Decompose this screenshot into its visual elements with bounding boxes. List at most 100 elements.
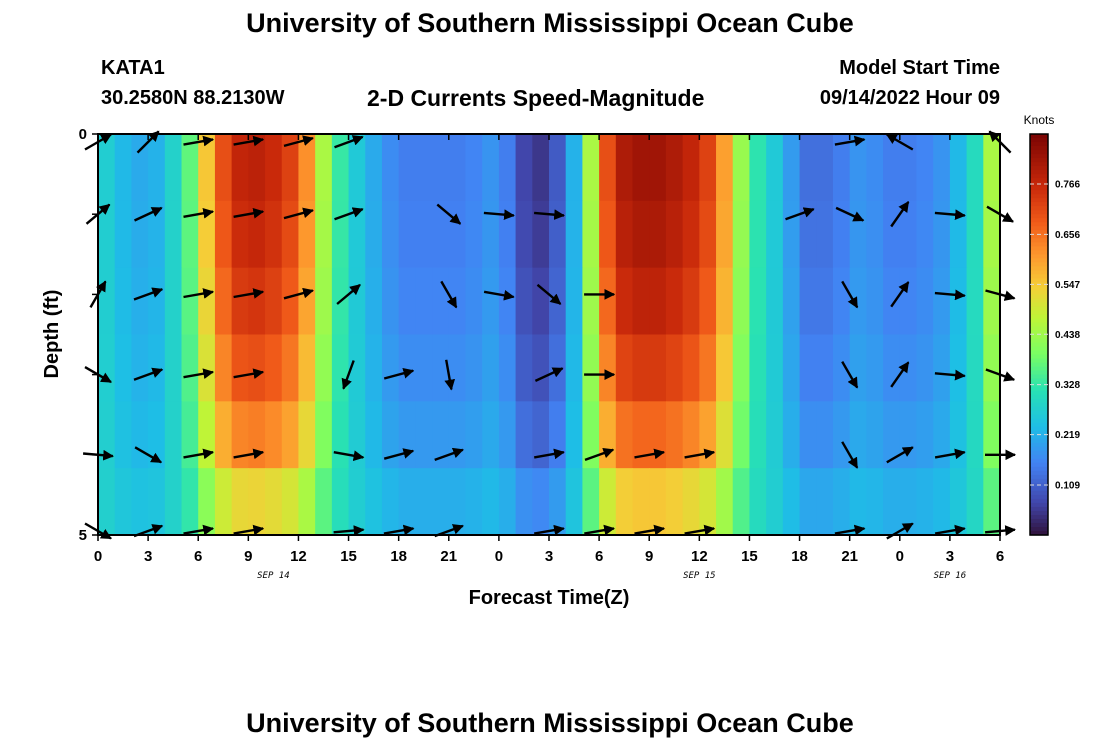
current-vector-arrow: [684, 524, 716, 536]
heatmap-cell: [916, 468, 934, 536]
heatmap-cell: [766, 200, 784, 269]
colorbar-swatch: [1030, 418, 1048, 424]
heatmap-cell: [816, 334, 834, 402]
heatmap-cell: [315, 200, 333, 269]
heatmap-cell: [198, 267, 216, 336]
heatmap-cell: [448, 267, 467, 336]
model-start-time: 09/14/2022 Hour 09: [819, 87, 1000, 109]
colorbar-swatch: [1030, 222, 1048, 227]
colorbar-swatch: [1030, 246, 1048, 251]
heatmap-cell: [632, 200, 650, 269]
colorbar-swatch: [1030, 466, 1048, 472]
heatmap-cell: [398, 334, 416, 402]
heatmap-cell: [899, 134, 918, 202]
colorbar-swatch: [1030, 210, 1048, 215]
colorbar-swatch: [1030, 510, 1048, 516]
heatmap-cell: [148, 200, 166, 269]
current-vector-arrow: [136, 130, 160, 154]
heatmap-cell: [949, 267, 968, 336]
heatmap-cell: [615, 401, 634, 469]
colorbar-tick-label: 0.109: [1055, 481, 1080, 492]
current-vector-arrow: [890, 361, 910, 388]
x-tick-label: 21: [841, 548, 858, 565]
heatmap-cell: [448, 468, 467, 536]
x-tick-label: 3: [946, 548, 954, 565]
heatmap-cell: [214, 334, 233, 402]
heatmap-cell: [565, 468, 583, 536]
heatmap-cell: [649, 334, 667, 402]
heatmap-cell: [966, 200, 984, 269]
heatmap-cell: [699, 401, 717, 469]
heatmap-cell: [198, 134, 216, 202]
heatmap-cell: [749, 468, 767, 536]
model-start-label: Model Start Time: [839, 57, 1000, 79]
heatmap-cell: [665, 401, 684, 469]
colorbar-swatch: [1030, 318, 1048, 324]
heatmap-cell: [131, 468, 149, 536]
heatmap-cell: [549, 468, 567, 536]
heatmap-cell: [532, 401, 550, 469]
current-vector-arrow: [988, 130, 1012, 154]
heatmap-cell: [114, 401, 132, 469]
heatmap-cell: [649, 401, 667, 469]
heatmap-cell: [465, 401, 483, 469]
heatmap-cell: [582, 468, 600, 536]
heatmap-cell: [682, 134, 700, 202]
current-vector-arrow: [834, 524, 866, 536]
x-tick-label: 0: [94, 548, 102, 565]
current-vector-arrow: [383, 524, 415, 536]
heatmap-cell: [983, 200, 1001, 269]
colorbar-swatch: [1030, 322, 1048, 328]
colorbar-swatch: [1030, 238, 1048, 243]
heatmap-cell: [298, 267, 316, 336]
x-tick-label: 3: [545, 548, 553, 565]
heatmap-cell: [265, 468, 283, 536]
heatmap-cell: [365, 267, 383, 336]
current-vector-arrow: [84, 522, 112, 540]
heatmap-cell: [732, 468, 751, 536]
heatmap-cell: [148, 468, 166, 536]
current-vector-arrow: [434, 447, 464, 462]
colorbar-swatch: [1030, 154, 1048, 159]
heatmap-cell: [599, 267, 617, 336]
heatmap-cell: [381, 468, 400, 536]
heatmap-cell: [248, 267, 266, 336]
heatmap-cell: [832, 468, 851, 536]
colorbar-swatch: [1030, 442, 1048, 448]
heatmap-cell: [365, 401, 383, 469]
heatmap-cell: [899, 200, 918, 269]
heatmap-cell: [265, 267, 283, 336]
heatmap-cell: [983, 468, 1001, 536]
heatmap-cell: [331, 468, 350, 536]
colorbar-swatch: [1030, 162, 1048, 167]
heatmap-cell: [381, 401, 400, 469]
heatmap-cell: [231, 401, 249, 469]
heatmap-cell: [482, 134, 500, 202]
heatmap-cell: [632, 334, 650, 402]
current-vector-arrow: [584, 524, 615, 536]
heatmap-cell: [916, 267, 934, 336]
heatmap-cell: [682, 334, 700, 402]
current-vector-arrow: [890, 201, 910, 228]
heatmap-cell: [231, 334, 249, 402]
current-vector-arrow: [134, 446, 163, 464]
current-vector-arrow: [684, 448, 716, 460]
heatmap-cell: [716, 267, 734, 336]
heatmap-cell: [799, 267, 817, 336]
heatmap-cell: [766, 334, 784, 402]
colorbar-swatch: [1030, 474, 1048, 480]
heatmap-cell: [615, 267, 634, 336]
current-vector-arrow: [183, 207, 215, 219]
colorbar-swatch: [1030, 438, 1048, 444]
heatmap-cell: [398, 267, 416, 336]
heatmap-cell: [131, 334, 149, 402]
heatmap-cell: [498, 468, 517, 536]
heatmap-cell: [816, 401, 834, 469]
current-vector-arrow: [841, 361, 859, 389]
heatmap-cell: [565, 267, 583, 336]
colorbar-swatch: [1030, 270, 1048, 275]
heatmap-cell: [448, 334, 467, 402]
x-tick-label: 18: [791, 548, 808, 565]
heatmap-cell: [549, 401, 567, 469]
x-tick-label: 21: [440, 548, 457, 565]
